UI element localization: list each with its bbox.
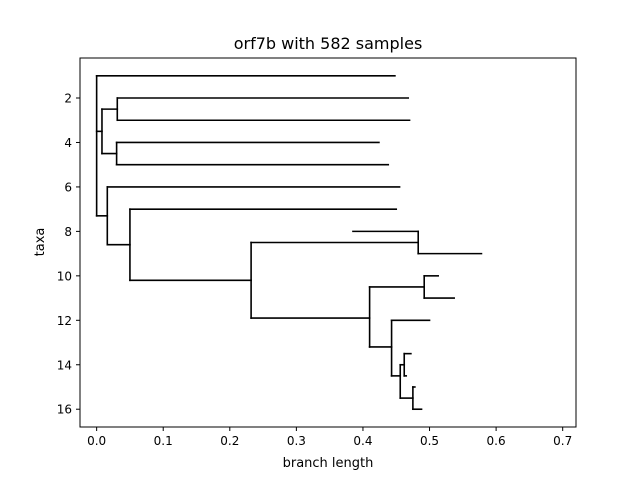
y-tick-label: 2 (64, 92, 72, 106)
chart-title: orf7b with 582 samples (234, 34, 423, 53)
y-axis-label: taxa (33, 228, 48, 257)
x-tick-label: 0.4 (353, 434, 372, 448)
y-tick-label: 8 (64, 225, 72, 239)
axis-ticks: 0.0 0.1 0.2 0.3 0.4 0.5 0.6 0.7 2 4 6 8 10 12 14 16 (57, 92, 573, 448)
y-tick-label: 12 (57, 314, 72, 328)
x-tick-label: 0.0 (87, 434, 106, 448)
x-tick-label: 0.2 (220, 434, 239, 448)
tree-branches (95, 74, 483, 411)
y-tick-label: 10 (57, 269, 72, 283)
x-tick-label: 0.6 (487, 434, 506, 448)
y-tick-label: 6 (64, 180, 72, 194)
x-tick-label: 0.7 (553, 434, 572, 448)
y-tick-label: 16 (57, 403, 72, 417)
x-tick-label: 0.3 (287, 434, 306, 448)
y-tick-label: 14 (57, 358, 72, 372)
x-tick-label: 0.1 (154, 434, 173, 448)
y-tick-label: 4 (64, 136, 72, 150)
x-tick-label: 0.5 (420, 434, 439, 448)
plot-frame (79, 57, 577, 428)
x-axis-label: branch length (283, 456, 374, 471)
